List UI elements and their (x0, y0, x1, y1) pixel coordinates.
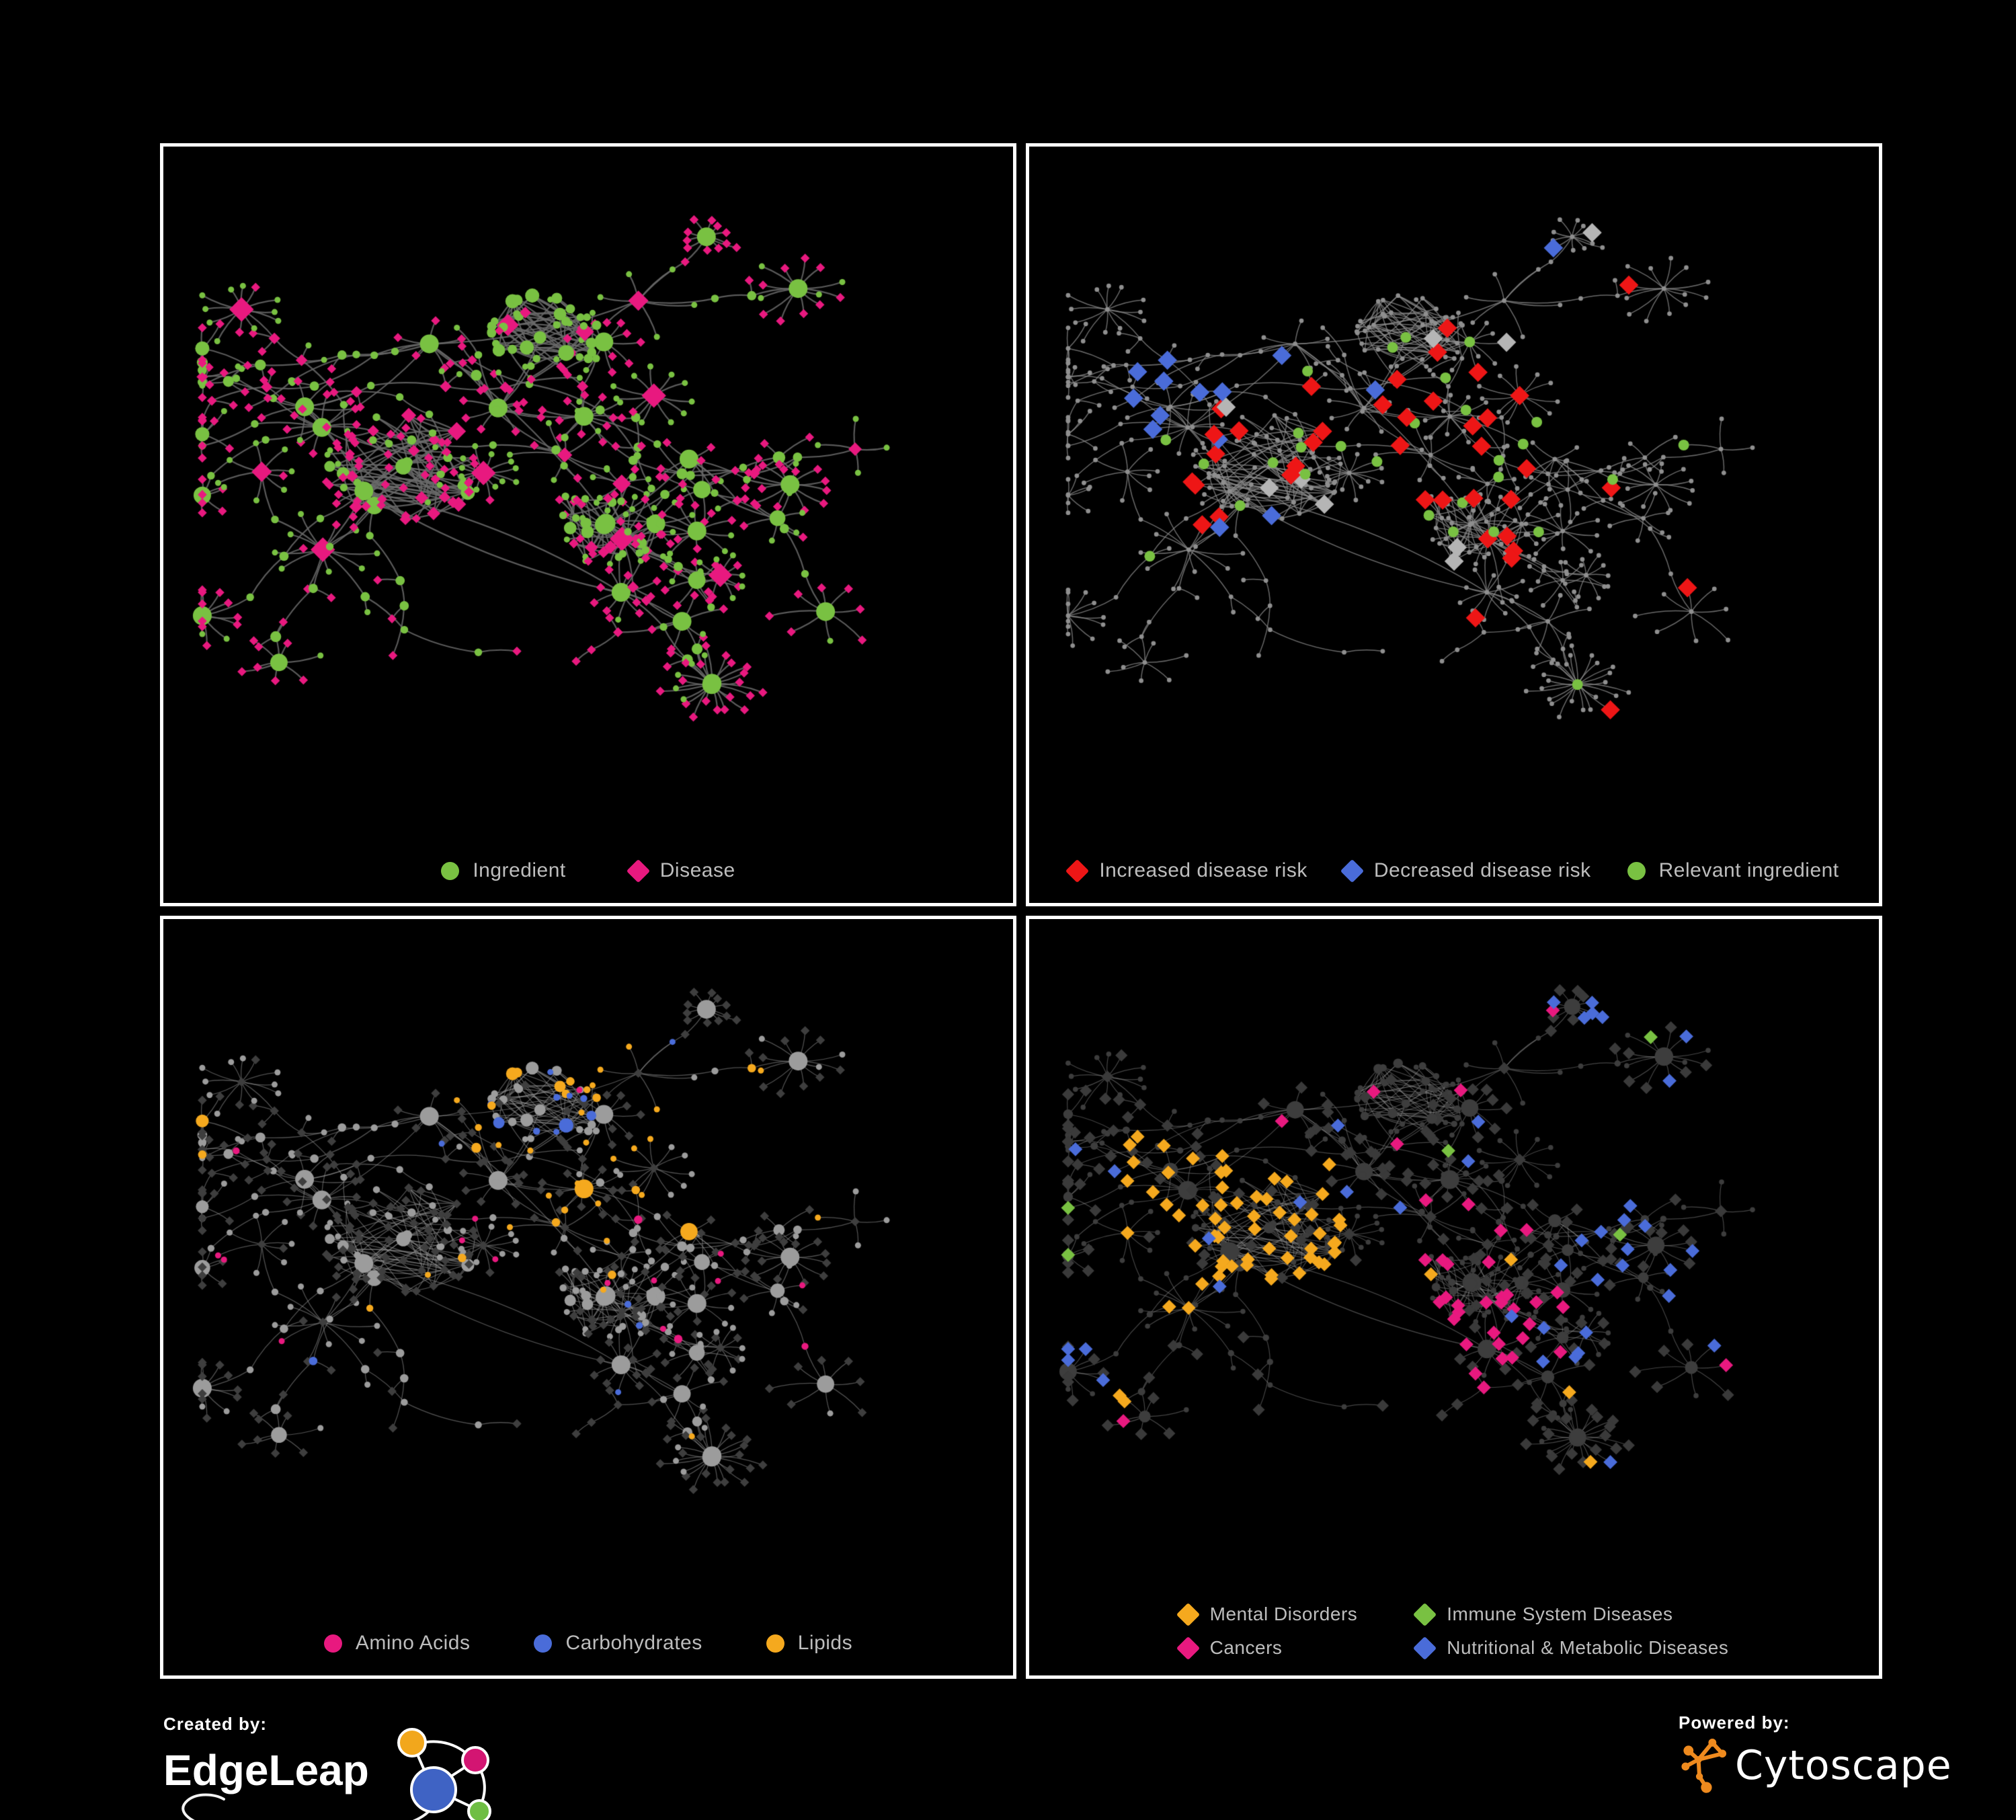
panel-ingredient-classes: Amino Acids Carbohydrates Lipids (160, 916, 1016, 1679)
edgeleap-logo: EdgeLeap (163, 1728, 553, 1820)
legend-swatch-circle (441, 861, 460, 880)
legend-label: Nutritional & Metabolic Diseases (1447, 1637, 1729, 1658)
legend-label: Mental Disorders (1209, 1604, 1358, 1624)
edgeleap-branding: Created by: EdgeLeap (163, 1714, 553, 1820)
legend-swatch-diamond (1340, 859, 1365, 883)
legend-ingredient-classes: Amino Acids Carbohydrates Lipids (163, 1611, 1013, 1675)
legend-item: Mental Disorders (1176, 1602, 1358, 1626)
edgeleap-logo-icon (182, 1728, 491, 1820)
legend-item: Immune System Diseases (1413, 1602, 1728, 1626)
panels-grid: Ingredient Disease Increased disease risk… (160, 143, 1882, 1679)
legend-item: Cancers (1176, 1636, 1358, 1660)
legend-label: Decreased disease risk (1373, 859, 1591, 881)
panel-disease-classes: Mental Disorders Immune System Diseases Ca… (1026, 916, 1882, 1679)
legend-swatch-circle (766, 1634, 784, 1653)
legend-label: Immune System Diseases (1447, 1604, 1673, 1624)
legend-item: Disease (626, 859, 735, 883)
legend-label: Cancers (1209, 1637, 1283, 1658)
network-canvas-disease-risk (1029, 147, 1879, 838)
created-by-label: Created by: (163, 1714, 268, 1734)
powered-by-label: Powered by: (1679, 1712, 1790, 1733)
legend-disease-risk: Increased disease risk Decreased disease … (1029, 838, 1879, 903)
legend-swatch-circle (1627, 861, 1646, 880)
legend-item: Ingredient (441, 859, 565, 882)
legend-label: Carbohydrates (565, 1632, 702, 1654)
network-canvas-ingredient-classes (163, 919, 1013, 1611)
panel-disease-risk: Increased disease risk Decreased disease … (1026, 143, 1882, 906)
legend-label: Lipids (797, 1632, 853, 1654)
legend-swatch-diamond (626, 859, 650, 883)
legend-swatch-circle (323, 1634, 342, 1653)
legend-label: Amino Acids (355, 1632, 471, 1654)
legend-item: Decreased disease risk (1340, 859, 1591, 883)
cytoscape-wordmark: Cytoscape (1735, 1742, 1952, 1789)
legend-disease-classes: Mental Disorders Immune System Diseases Ca… (1029, 1587, 1879, 1675)
legend-item: Carbohydrates (534, 1632, 702, 1655)
legend-swatch-diamond (1176, 1636, 1200, 1660)
panel-ingredient-disease: Ingredient Disease (160, 143, 1016, 906)
legend-item: Nutritional & Metabolic Diseases (1413, 1636, 1729, 1660)
legend-label: Ingredient (473, 859, 566, 881)
legend-item: Amino Acids (323, 1632, 471, 1655)
legend-item: Increased disease risk (1065, 859, 1307, 883)
network-canvas-ingredient-disease (163, 147, 1013, 838)
cytoscape-branding: Powered by: Cytos (1679, 1712, 1961, 1800)
legend-label: Relevant ingredient (1658, 859, 1839, 881)
edgeleap-wordmark: EdgeLeap (163, 1746, 369, 1794)
legend-item: Lipids (766, 1632, 852, 1655)
legend-ingredient-disease: Ingredient Disease (163, 838, 1013, 903)
legend-label: Disease (659, 859, 735, 881)
legend-swatch-diamond (1413, 1602, 1437, 1626)
network-canvas-disease-classes (1029, 919, 1879, 1587)
cytoscape-logo-icon (1681, 1739, 1727, 1793)
legend-swatch-diamond (1176, 1602, 1200, 1626)
legend-swatch-diamond (1065, 859, 1090, 883)
legend-label: Increased disease risk (1099, 859, 1307, 881)
legend-swatch-circle (534, 1634, 553, 1653)
legend-item: Relevant ingredient (1627, 859, 1839, 882)
legend-swatch-diamond (1413, 1636, 1437, 1660)
